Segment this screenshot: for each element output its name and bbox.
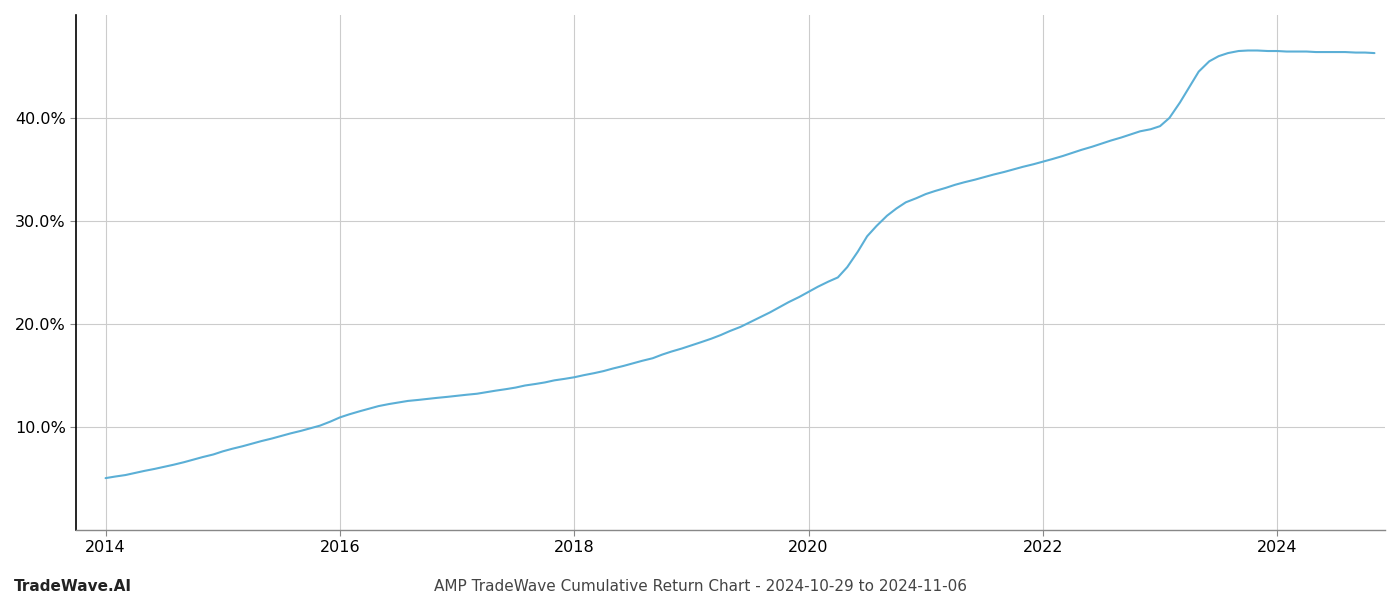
Text: TradeWave.AI: TradeWave.AI [14,579,132,594]
Text: AMP TradeWave Cumulative Return Chart - 2024-10-29 to 2024-11-06: AMP TradeWave Cumulative Return Chart - … [434,579,966,594]
